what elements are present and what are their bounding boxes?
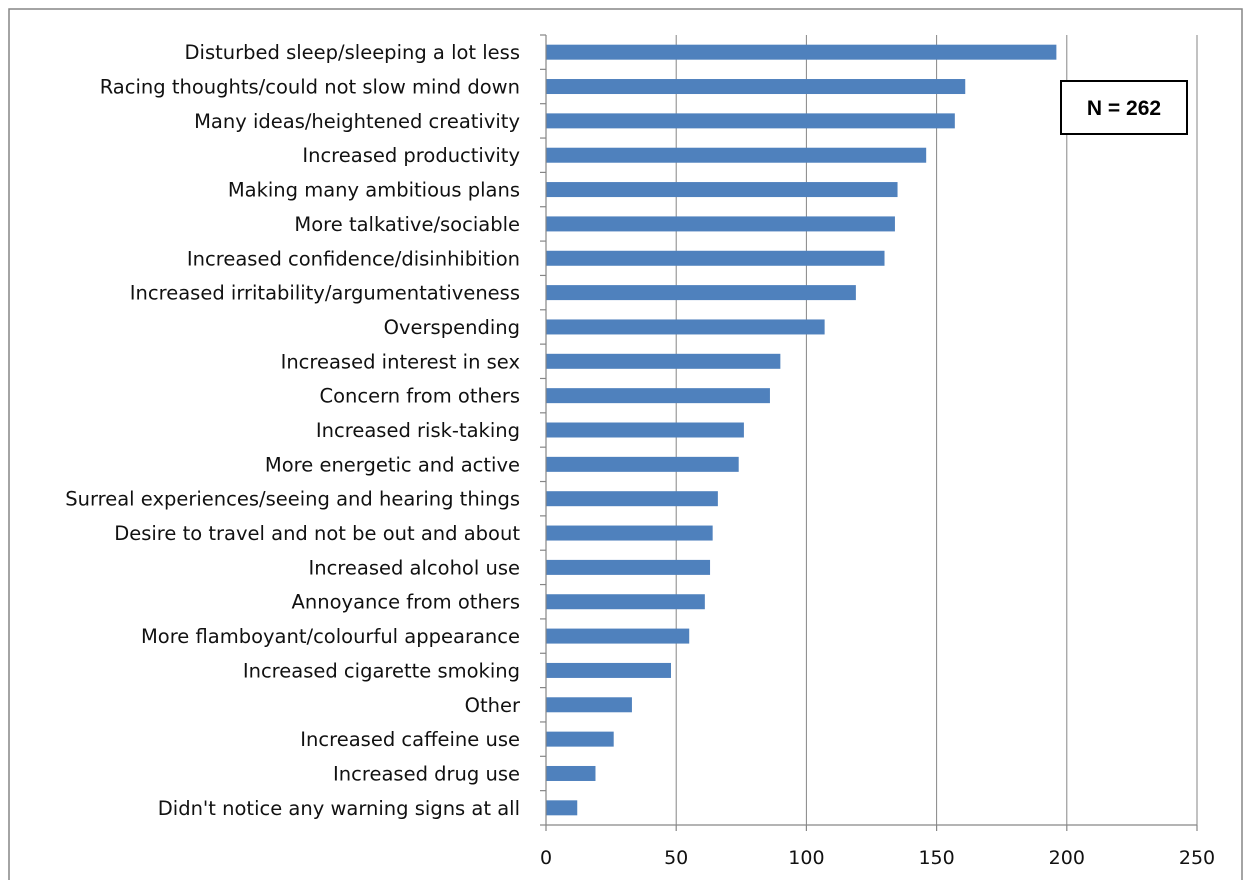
category-labels: Disturbed sleep/sleeping a lot less Racin… xyxy=(65,41,521,820)
category-label: Increased alcohol use xyxy=(308,556,520,579)
x-tick-label: 200 xyxy=(1049,847,1085,869)
sample-size-box xyxy=(1060,80,1188,135)
sample-size-label: N = 262 xyxy=(1087,97,1161,120)
bar xyxy=(546,250,885,266)
category-label: Surreal experiences/seeing and hearing t… xyxy=(65,488,520,511)
category-label: Increased caffeine use xyxy=(300,728,520,751)
bar xyxy=(546,765,596,781)
category-label: Overspending xyxy=(384,316,520,339)
x-tick-label: 150 xyxy=(918,847,954,869)
category-label: Concern from others xyxy=(319,385,520,408)
bar xyxy=(546,388,770,404)
bar xyxy=(546,525,713,541)
category-label: Racing thoughts/could not slow mind down xyxy=(100,76,520,99)
bar xyxy=(546,319,825,335)
bar xyxy=(546,800,578,816)
x-tick-label: 250 xyxy=(1179,847,1215,869)
bar xyxy=(546,113,955,129)
bars xyxy=(546,44,1057,816)
bar xyxy=(546,662,671,678)
axes xyxy=(540,34,1198,831)
category-label: Increased interest in sex xyxy=(281,350,520,373)
sample-size-note: N = 262 xyxy=(1060,80,1188,135)
bar xyxy=(546,731,614,747)
category-label: More talkative/sociable xyxy=(294,213,520,236)
x-tick-label: 50 xyxy=(664,847,688,869)
bar xyxy=(546,44,1057,60)
x-tick-labels: 0 50 100 150 200 250 xyxy=(540,847,1215,869)
category-label: Increased cigarette smoking xyxy=(243,659,520,682)
chart-frame xyxy=(8,8,1243,880)
category-label: Increased irritability/argumentativeness xyxy=(130,282,520,305)
x-tick-label: 0 xyxy=(540,847,552,869)
bar xyxy=(546,422,744,438)
category-label: Increased confidence/disinhibition xyxy=(187,247,520,270)
bar xyxy=(546,456,739,472)
category-label: Desire to travel and not be out and abou… xyxy=(114,522,520,545)
bar xyxy=(546,594,705,610)
bar xyxy=(546,216,895,232)
bar xyxy=(546,628,690,644)
category-label: Increased drug use xyxy=(333,762,520,785)
category-label: Increased productivity xyxy=(302,144,520,167)
bar xyxy=(546,285,856,301)
gridlines xyxy=(675,35,1198,825)
category-label: More flamboyant/colourful appearance xyxy=(141,625,520,648)
bar xyxy=(546,353,781,369)
category-label: More energetic and active xyxy=(265,453,520,476)
bar xyxy=(546,491,718,507)
category-label: Didn't notice any warning signs at all xyxy=(158,797,520,820)
bar xyxy=(546,697,632,713)
bar xyxy=(546,559,711,575)
category-label: Disturbed sleep/sleeping a lot less xyxy=(185,41,520,64)
category-label: Making many ambitious plans xyxy=(228,179,520,202)
category-label: Annoyance from others xyxy=(292,591,520,614)
category-label: Many ideas/heightened creativity xyxy=(194,110,520,133)
category-label: Increased risk-taking xyxy=(316,419,520,442)
bar xyxy=(546,147,927,163)
bar xyxy=(546,79,966,95)
category-label: Other xyxy=(465,694,521,717)
x-tick-label: 100 xyxy=(788,847,824,869)
bar xyxy=(546,182,898,198)
